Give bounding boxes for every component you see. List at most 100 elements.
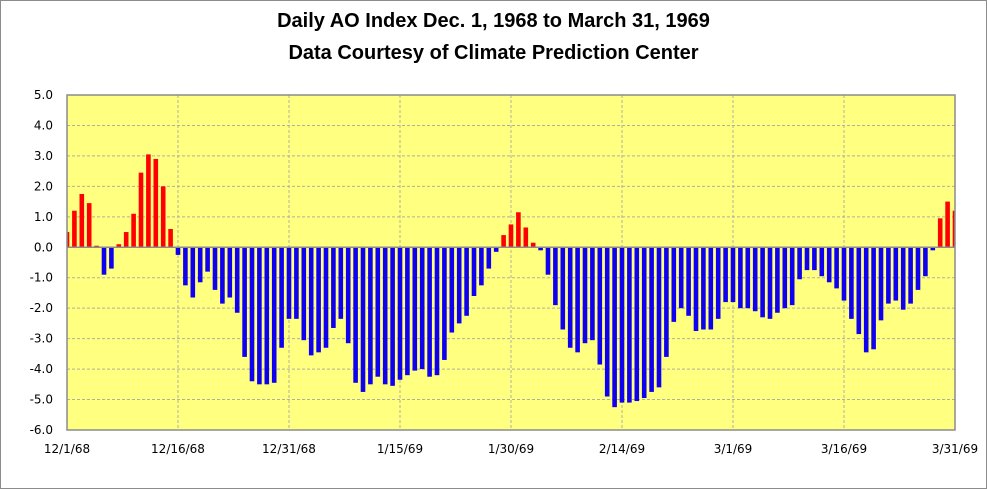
bar bbox=[486, 247, 492, 269]
bar bbox=[212, 247, 218, 290]
bar bbox=[479, 247, 484, 286]
bar bbox=[945, 201, 950, 248]
bar bbox=[456, 247, 462, 324]
bar bbox=[79, 193, 85, 248]
x-tick-label: 3/1/69 bbox=[714, 442, 753, 456]
bar bbox=[419, 247, 425, 370]
bar bbox=[257, 247, 262, 385]
bar bbox=[812, 247, 817, 271]
bar bbox=[826, 247, 832, 283]
bar bbox=[649, 247, 654, 392]
bar bbox=[523, 227, 529, 248]
bar bbox=[930, 247, 936, 251]
bar bbox=[715, 247, 721, 319]
bar bbox=[819, 247, 825, 277]
bar bbox=[797, 247, 802, 280]
bar bbox=[937, 218, 943, 248]
bar bbox=[701, 247, 706, 330]
x-tick-label: 3/16/69 bbox=[821, 442, 867, 456]
bar bbox=[582, 247, 588, 344]
bar bbox=[641, 247, 647, 399]
y-axis: 5.0 4.0 3.0 2.0 1.0 0.0 -1.0 -2.0 -3.0 -4.0 -5.0 -6… bbox=[30, 88, 53, 437]
bar bbox=[316, 247, 321, 353]
bar bbox=[323, 247, 329, 348]
bar bbox=[952, 210, 955, 248]
chart-subtitle: Data Courtesy of Climate Prediction Cent… bbox=[288, 42, 699, 64]
bar bbox=[671, 247, 677, 322]
bar bbox=[412, 247, 418, 371]
bar bbox=[501, 235, 506, 248]
y-tick-label: 2.0 bbox=[34, 179, 53, 193]
bar bbox=[693, 247, 699, 332]
bar bbox=[656, 247, 662, 388]
bar bbox=[368, 247, 373, 385]
bar bbox=[493, 247, 499, 252]
bar bbox=[264, 247, 270, 385]
chart-title: Daily AO Index Dec. 1, 1968 to March 31,… bbox=[277, 10, 710, 32]
bar bbox=[767, 247, 773, 319]
bar bbox=[678, 247, 684, 309]
bar bbox=[197, 247, 203, 283]
bar bbox=[382, 247, 388, 385]
bar bbox=[612, 247, 617, 408]
bar bbox=[708, 247, 714, 330]
bar bbox=[923, 247, 928, 277]
bar bbox=[360, 247, 366, 392]
x-tick-label: 1/15/69 bbox=[377, 442, 423, 456]
bar bbox=[168, 229, 173, 248]
bar bbox=[908, 247, 913, 304]
bar bbox=[86, 203, 92, 248]
x-tick-label: 2/14/69 bbox=[599, 442, 645, 456]
bar bbox=[863, 247, 869, 353]
bar bbox=[434, 247, 440, 376]
y-tick-label: -3.0 bbox=[30, 332, 53, 346]
bar bbox=[664, 247, 669, 357]
bar bbox=[338, 247, 344, 319]
x-tick-label: 3/31/69 bbox=[932, 442, 978, 456]
y-tick-label: 5.0 bbox=[34, 88, 53, 102]
bar bbox=[627, 247, 632, 403]
bar bbox=[427, 247, 432, 377]
bar bbox=[545, 247, 551, 275]
bar bbox=[575, 247, 580, 353]
y-tick-label: -6.0 bbox=[30, 423, 53, 437]
bar bbox=[138, 172, 144, 248]
bar bbox=[597, 247, 603, 365]
bar bbox=[331, 247, 336, 328]
bar bbox=[205, 247, 210, 272]
bar bbox=[146, 154, 151, 248]
bar bbox=[67, 232, 70, 248]
bar bbox=[723, 247, 728, 303]
bar bbox=[900, 247, 906, 310]
bar bbox=[760, 247, 765, 318]
y-tick-label: 0.0 bbox=[34, 240, 53, 254]
bar bbox=[160, 186, 166, 248]
bar bbox=[530, 242, 536, 248]
bar bbox=[294, 247, 299, 319]
bar bbox=[590, 247, 595, 341]
bar bbox=[227, 247, 233, 298]
bar bbox=[856, 247, 862, 335]
bar bbox=[249, 247, 255, 382]
bar bbox=[516, 212, 521, 248]
bar bbox=[175, 247, 181, 255]
y-tick-label: 4.0 bbox=[34, 118, 53, 132]
bar bbox=[841, 247, 847, 301]
bar bbox=[893, 247, 899, 301]
bar bbox=[101, 247, 107, 275]
bar bbox=[72, 210, 77, 248]
bar bbox=[619, 247, 625, 403]
bar bbox=[234, 247, 240, 313]
bar bbox=[804, 247, 810, 271]
bar bbox=[405, 247, 410, 376]
bar bbox=[271, 247, 277, 383]
x-tick-label: 12/1/68 bbox=[44, 442, 90, 456]
bar bbox=[308, 247, 314, 356]
x-tick-label: 12/16/68 bbox=[151, 442, 205, 456]
bar bbox=[464, 247, 469, 316]
y-tick-label: -4.0 bbox=[30, 362, 53, 376]
bar bbox=[634, 247, 640, 402]
bar bbox=[286, 247, 292, 319]
bar bbox=[220, 247, 225, 304]
